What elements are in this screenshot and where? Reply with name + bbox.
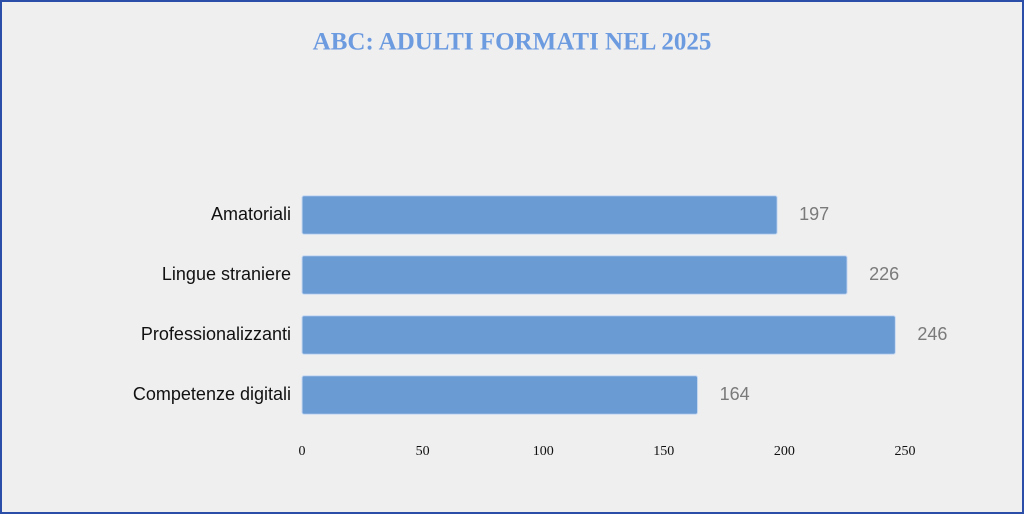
x-tick-label: 250: [895, 444, 916, 459]
value-label: 164: [720, 384, 750, 404]
y-tick-label: Amatoriali: [211, 204, 291, 224]
bar: [301, 195, 778, 235]
y-tick-label: Professionalizzanti: [141, 324, 291, 344]
x-tick-label: 200: [774, 444, 795, 459]
value-label: 226: [869, 264, 899, 284]
chart-title: ABC: ADULTI FORMATI NEL 2025: [313, 29, 712, 56]
x-tick-label: 0: [299, 444, 306, 459]
x-tick-label: 150: [653, 444, 674, 459]
y-tick-label: Lingue straniere: [162, 264, 291, 284]
bar: [301, 315, 896, 355]
value-label: 246: [917, 324, 947, 344]
value-label: 197: [799, 204, 829, 224]
bar: [301, 375, 699, 415]
x-tick-label: 50: [416, 444, 430, 459]
x-tick-label: 100: [533, 444, 554, 459]
bar: [301, 255, 848, 295]
y-tick-label: Competenze digitali: [133, 384, 291, 404]
